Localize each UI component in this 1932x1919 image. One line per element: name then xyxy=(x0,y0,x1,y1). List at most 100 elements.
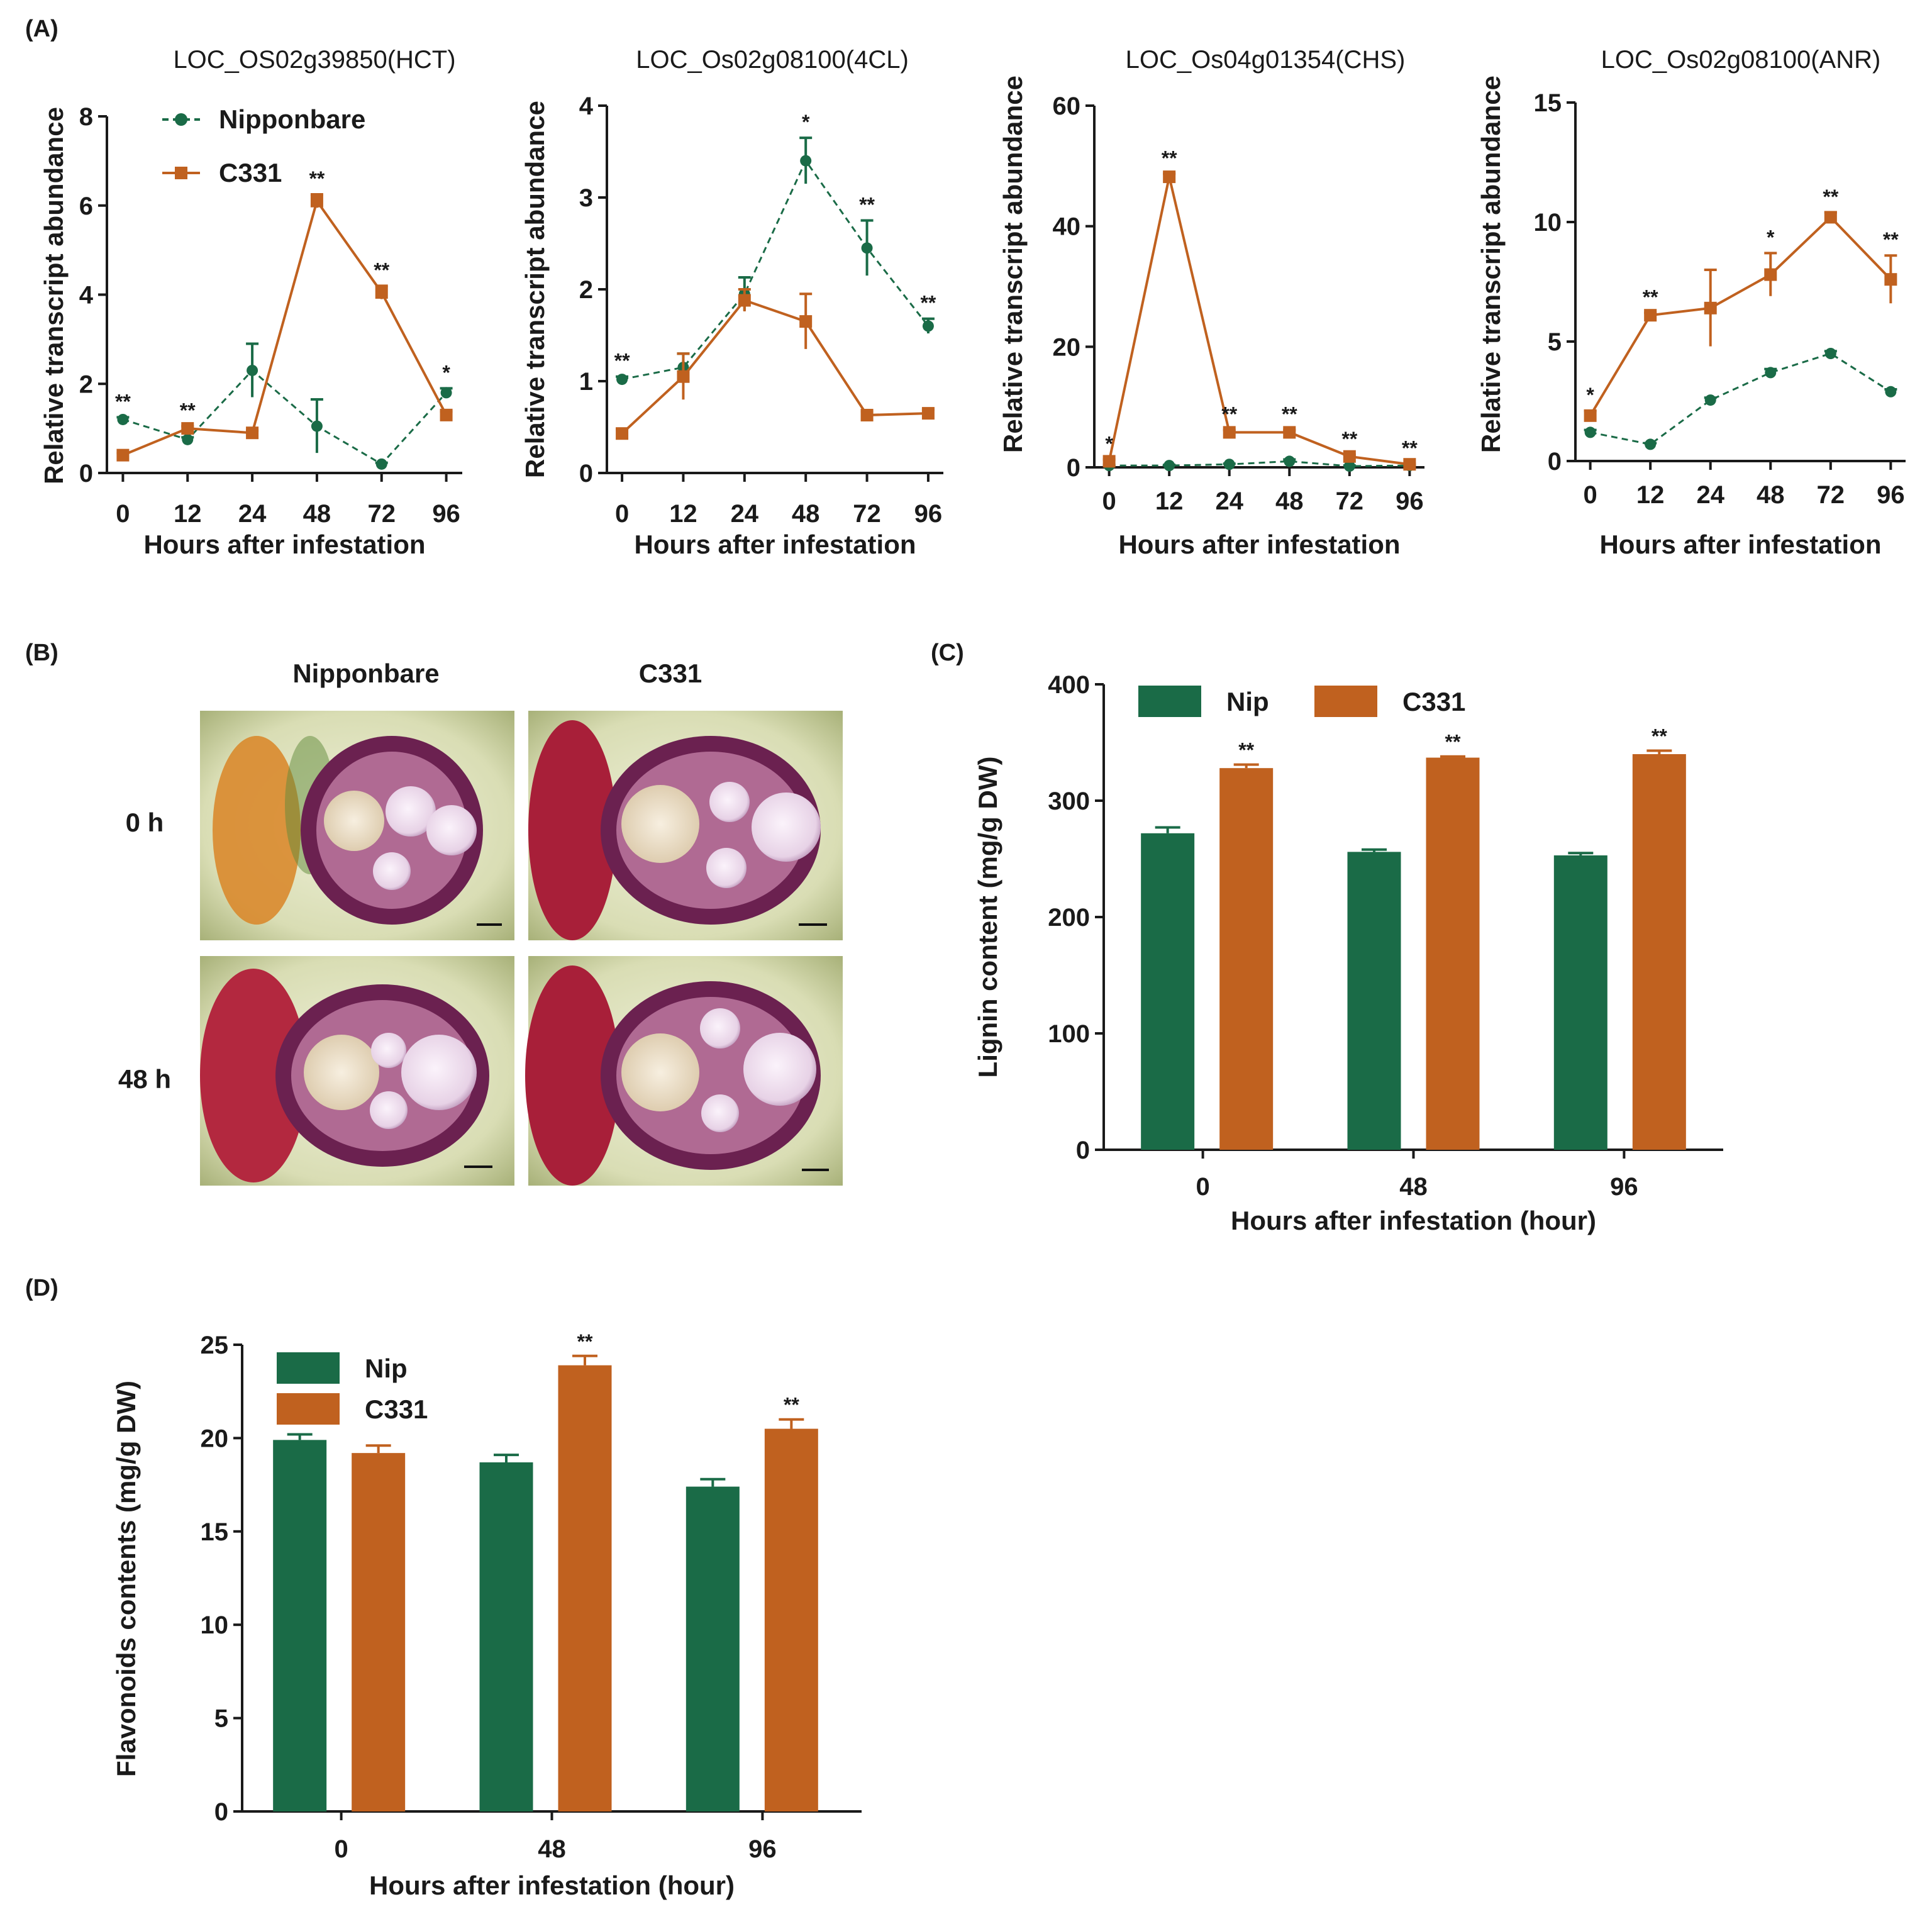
panel-label-b: (B) xyxy=(25,640,58,666)
data-point-c331 xyxy=(616,427,629,440)
significance-marker: ** xyxy=(1643,286,1658,308)
data-point-nipponbare xyxy=(1645,438,1657,450)
y-tick-label: 10 xyxy=(201,1611,229,1639)
x-tick-label: 96 xyxy=(914,500,943,528)
significance-marker: * xyxy=(1586,384,1594,406)
significance-marker: ** xyxy=(180,399,196,422)
y-tick-label: 4 xyxy=(579,92,594,120)
y-tick-label: 20 xyxy=(201,1425,229,1452)
y-tick-label: 200 xyxy=(1048,904,1090,932)
x-tick-label: 72 xyxy=(1817,481,1845,509)
x-tick-label: 0 xyxy=(1102,487,1116,515)
x-tick-label: 0 xyxy=(1584,481,1597,509)
data-point-nipponbare xyxy=(440,387,452,399)
x-tick-label: 24 xyxy=(1215,487,1243,515)
data-point-c331 xyxy=(860,409,874,422)
legend-label: C331 xyxy=(1402,687,1465,716)
bar-nip xyxy=(479,1462,533,1811)
y-tick-label: 6 xyxy=(79,192,93,220)
x-tick-label: 12 xyxy=(1636,481,1665,509)
data-point-nipponbare xyxy=(117,413,129,425)
data-point-c331 xyxy=(440,408,453,421)
y-tick-label: 0 xyxy=(1076,1137,1090,1164)
data-point-c331 xyxy=(677,370,690,383)
bar-c331 xyxy=(1632,754,1686,1150)
data-point-c331 xyxy=(1824,211,1837,224)
x-tick-label: 0 xyxy=(1196,1173,1209,1201)
bar-chart-lignin: 0 100 200 300 400 0 48 96 Hours after infestatio… xyxy=(973,671,1723,1235)
x-tick-label: 48 xyxy=(1399,1173,1428,1201)
data-point-c331 xyxy=(738,294,751,307)
significance-marker: * xyxy=(802,111,810,133)
legend-label: Nip xyxy=(1226,687,1269,716)
y-tick-label: 5 xyxy=(214,1705,228,1733)
legend-marker xyxy=(175,167,187,179)
data-point-c331 xyxy=(375,286,388,299)
x-tick-label: 96 xyxy=(432,500,460,528)
series-line-nipponbare xyxy=(1590,352,1892,446)
x-tick-label: 48 xyxy=(792,500,820,528)
significance-marker: ** xyxy=(1282,403,1297,426)
bar-c331 xyxy=(352,1453,406,1811)
data-point-nipponbare xyxy=(182,433,194,445)
x-tick-label: 12 xyxy=(1155,487,1184,515)
significance-marker: ** xyxy=(1402,437,1418,459)
x-tick-label: 0 xyxy=(116,500,130,528)
data-point-c331 xyxy=(246,426,259,440)
data-point-c331 xyxy=(1584,409,1597,422)
y-axis-title: Relative transcript abundance xyxy=(998,75,1028,453)
series-line-nipponbare xyxy=(122,369,447,465)
y-tick-label: 4 xyxy=(79,282,94,309)
data-point-c331 xyxy=(1884,273,1897,286)
legend-label: C331 xyxy=(219,158,282,187)
y-axis-title: Flavonoids contents (mg/g DW) xyxy=(111,1381,141,1777)
bar-nip xyxy=(686,1486,740,1811)
y-tick-label: 15 xyxy=(201,1518,229,1546)
y-tick-label: 25 xyxy=(201,1332,229,1359)
significance-marker: ** xyxy=(859,194,875,216)
legend-label: Nip xyxy=(365,1354,408,1383)
micrograph-nipponbare-48h xyxy=(200,956,514,1186)
y-tick-label: 3 xyxy=(579,184,593,212)
data-point-nipponbare xyxy=(1885,386,1897,398)
y-tick-label: 100 xyxy=(1048,1020,1090,1048)
significance-marker: ** xyxy=(1162,147,1177,169)
chart-title: LOC_OS02g39850(HCT) xyxy=(173,46,455,74)
micro-col-header-c331: C331 xyxy=(639,659,702,688)
data-point-c331 xyxy=(1223,426,1236,439)
data-point-c331 xyxy=(1764,268,1777,281)
x-axis-title: Hours after infestation (hour) xyxy=(1231,1206,1596,1235)
y-tick-label: 20 xyxy=(1053,333,1081,361)
x-tick-label: 96 xyxy=(1610,1173,1638,1201)
data-point-nipponbare xyxy=(1584,426,1596,438)
data-point-c331 xyxy=(310,194,323,208)
series-line-nipponbare xyxy=(621,159,930,381)
x-tick-label: 12 xyxy=(669,500,697,528)
x-tick-label: 96 xyxy=(1877,481,1905,509)
y-tick-label: 1 xyxy=(579,368,593,396)
x-tick-label: 12 xyxy=(174,500,202,528)
bar-c331 xyxy=(1426,757,1480,1150)
x-tick-label: 24 xyxy=(1696,481,1724,509)
x-tick-label: 72 xyxy=(1336,487,1364,515)
significance-marker: * xyxy=(1767,226,1775,248)
y-tick-label: 300 xyxy=(1048,787,1090,815)
data-point-c331 xyxy=(1403,458,1416,471)
significance-marker: ** xyxy=(115,390,131,413)
y-tick-label: 15 xyxy=(1534,89,1562,117)
x-tick-label: 24 xyxy=(731,500,759,528)
data-point-c331 xyxy=(1102,455,1116,468)
x-tick-label: 0 xyxy=(334,1835,348,1863)
y-axis-title: Relative transcript abundance xyxy=(39,107,69,484)
legend-swatch xyxy=(1138,686,1201,717)
micrograph-c331-0h xyxy=(528,711,843,940)
y-tick-label: 0 xyxy=(79,460,93,487)
bar-c331 xyxy=(1219,768,1274,1150)
bar-c331 xyxy=(558,1365,612,1811)
panel-label-c: (C) xyxy=(931,640,964,666)
significance-marker: ** xyxy=(374,259,389,281)
y-tick-label: 10 xyxy=(1534,209,1562,236)
y-tick-label: 0 xyxy=(1067,454,1080,482)
